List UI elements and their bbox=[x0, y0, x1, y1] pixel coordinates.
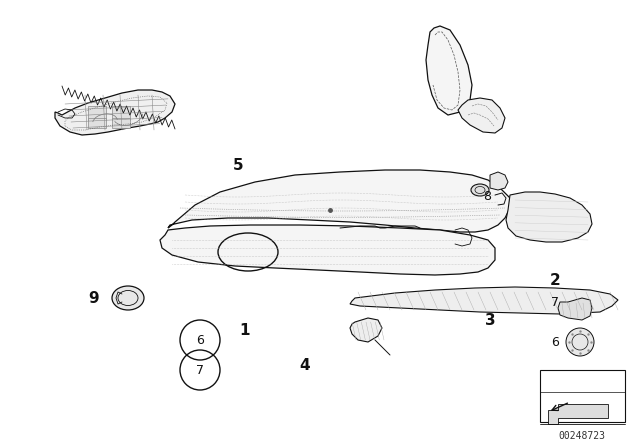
Text: 7: 7 bbox=[196, 363, 204, 376]
Text: 9: 9 bbox=[89, 290, 99, 306]
Polygon shape bbox=[160, 225, 495, 275]
Text: 6: 6 bbox=[551, 336, 559, 349]
Bar bbox=[112, 106, 130, 120]
Text: 4: 4 bbox=[300, 358, 310, 372]
Polygon shape bbox=[458, 98, 505, 133]
Text: 3: 3 bbox=[484, 313, 495, 327]
Polygon shape bbox=[490, 172, 508, 190]
Bar bbox=[88, 106, 106, 120]
Text: 00248723: 00248723 bbox=[559, 431, 605, 441]
Bar bbox=[540, 370, 625, 422]
Bar bbox=[88, 118, 106, 128]
Text: 8: 8 bbox=[483, 190, 491, 202]
Bar bbox=[112, 118, 130, 128]
Text: 6: 6 bbox=[196, 333, 204, 346]
Polygon shape bbox=[506, 192, 592, 242]
Polygon shape bbox=[426, 26, 472, 115]
Polygon shape bbox=[168, 170, 510, 232]
Ellipse shape bbox=[112, 286, 144, 310]
Polygon shape bbox=[548, 404, 608, 424]
Text: 2: 2 bbox=[550, 272, 561, 288]
Polygon shape bbox=[350, 318, 382, 342]
Polygon shape bbox=[558, 298, 592, 320]
Polygon shape bbox=[55, 90, 175, 135]
Text: 1: 1 bbox=[240, 323, 250, 337]
Text: 5: 5 bbox=[233, 158, 243, 172]
Ellipse shape bbox=[471, 184, 489, 196]
Text: 7: 7 bbox=[551, 296, 559, 309]
Circle shape bbox=[566, 328, 594, 356]
Polygon shape bbox=[350, 287, 618, 314]
